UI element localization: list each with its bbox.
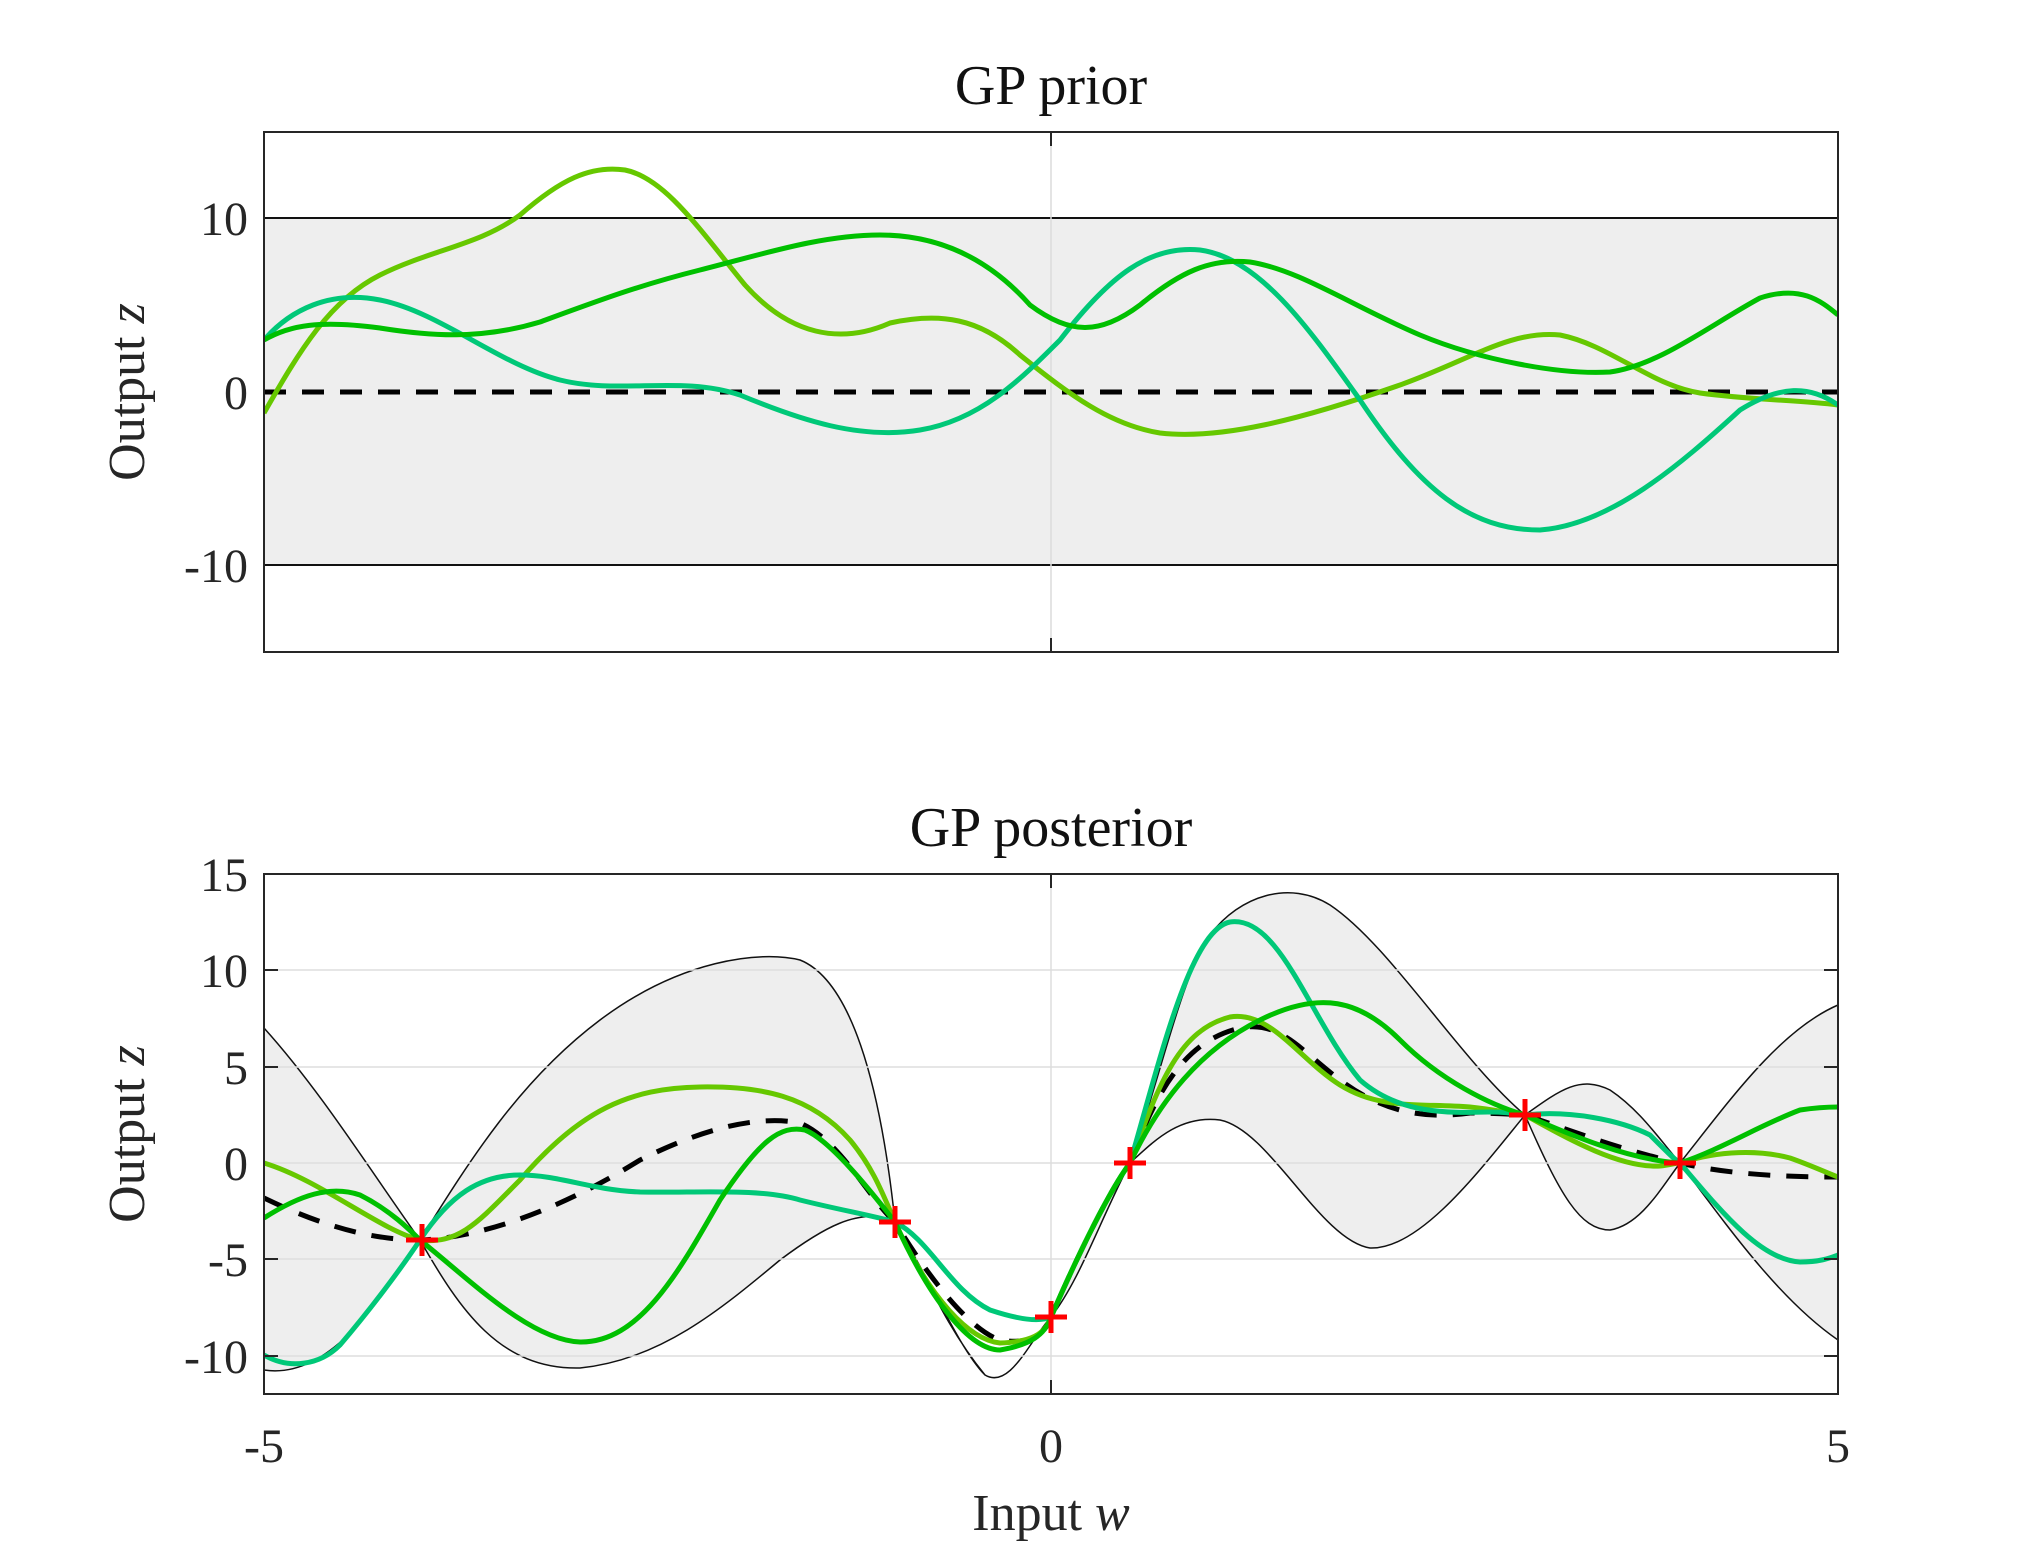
posterior-grid (264, 874, 1838, 1394)
posterior-ytick-0: 0 (224, 1138, 248, 1191)
posterior-xlabel: Input w (972, 1485, 1130, 1542)
posterior-ytick-15: 15 (200, 849, 248, 902)
posterior-xtick-neg5: -5 (244, 1420, 284, 1473)
posterior-xlabel-text: Input (972, 1485, 1095, 1542)
observation-marker (1035, 1301, 1067, 1333)
posterior-ylabel: Output z (99, 1045, 156, 1223)
posterior-sample-3 (264, 1000, 1838, 1353)
prior-ylabel-var: z (99, 303, 156, 324)
prior-ylabel-text: Output (99, 323, 156, 480)
prior-sample-3 (264, 232, 1838, 375)
prior-ytick-neg10: -10 (184, 540, 248, 593)
observation-marker (1664, 1147, 1696, 1179)
posterior-chart: GP posterior (99, 797, 1850, 1542)
posterior-ylabel-text: Output (99, 1065, 156, 1222)
observation-marker (406, 1224, 438, 1256)
prior-chart: GP prior 10 0 -10 Output z (99, 55, 1839, 653)
posterior-curves (264, 919, 1838, 1367)
posterior-ylabel-var: z (99, 1045, 156, 1066)
posterior-xlabel-var: w (1095, 1485, 1130, 1542)
posterior-xtick-0: 0 (1039, 1420, 1063, 1473)
posterior-ytick-neg10: -10 (184, 1331, 248, 1384)
posterior-xtick-5: 5 (1826, 1420, 1850, 1473)
prior-sample-1 (264, 166, 1838, 437)
posterior-ytick-neg5: -5 (208, 1234, 248, 1287)
posterior-title: GP posterior (910, 797, 1193, 859)
observation-marker (1114, 1147, 1146, 1179)
prior-curves (264, 166, 1838, 533)
observation-marker (1509, 1099, 1541, 1131)
posterior-observations (406, 1099, 1696, 1333)
prior-ytick-0: 0 (224, 367, 248, 420)
posterior-ticks (264, 874, 1838, 1394)
prior-ylabel: Output z (99, 303, 156, 481)
posterior-ytick-5: 5 (224, 1042, 248, 1095)
prior-title: GP prior (955, 55, 1148, 117)
observation-marker (879, 1206, 911, 1238)
posterior-ytick-10: 10 (200, 945, 248, 998)
prior-ytick-10: 10 (200, 193, 248, 246)
